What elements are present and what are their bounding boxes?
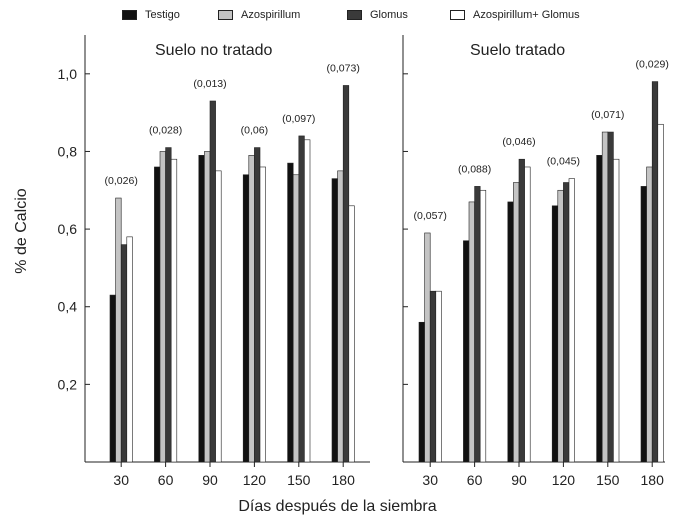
bar — [463, 241, 469, 462]
y-tick-label: 0,8 — [58, 143, 78, 159]
x-tick-label: 180 — [332, 472, 356, 488]
x-tick-label: 90 — [202, 472, 218, 488]
bar — [154, 167, 160, 462]
bar — [475, 186, 481, 462]
data-annotation: (0,06) — [241, 125, 268, 137]
y-tick-label: 1,0 — [58, 66, 78, 82]
x-tick-label: 120 — [243, 472, 267, 488]
bar — [299, 136, 305, 462]
bar — [338, 171, 344, 462]
bar — [199, 155, 205, 462]
bar — [254, 148, 260, 462]
bar — [343, 85, 349, 462]
bar — [288, 163, 294, 462]
data-annotation: (0,028) — [149, 125, 182, 137]
bar — [204, 151, 210, 462]
x-axis-label: Días después de la siembra — [0, 498, 675, 516]
bar — [160, 151, 166, 462]
bar — [508, 202, 514, 462]
bar — [430, 291, 436, 462]
bar — [304, 140, 310, 462]
data-annotation: (0,046) — [502, 136, 535, 148]
data-annotation: (0,073) — [327, 62, 360, 74]
bar — [425, 233, 431, 462]
bar — [613, 159, 619, 462]
data-annotation: (0,029) — [636, 59, 669, 71]
x-tick-label: 180 — [641, 472, 665, 488]
bar — [608, 132, 614, 462]
data-annotation: (0,088) — [458, 163, 491, 175]
bar — [116, 198, 122, 462]
data-annotation: (0,097) — [282, 113, 315, 125]
data-annotation: (0,045) — [547, 156, 580, 168]
bar — [597, 155, 603, 462]
bar — [658, 124, 664, 462]
y-axis-label: % de Calcio — [13, 181, 31, 281]
bar — [641, 186, 647, 462]
x-tick-label: 30 — [422, 472, 438, 488]
bar — [171, 159, 177, 462]
bar — [436, 291, 442, 462]
y-tick-label: 0,4 — [58, 299, 78, 315]
bar — [519, 159, 525, 462]
x-tick-label: 150 — [287, 472, 311, 488]
bar — [121, 245, 127, 462]
data-annotation: (0,071) — [591, 109, 624, 121]
bar — [569, 179, 575, 462]
panel-title-untreated: Suelo no tratado — [155, 42, 272, 60]
x-tick-label: 60 — [158, 472, 174, 488]
bar — [652, 82, 658, 462]
x-tick-label: 30 — [113, 472, 129, 488]
x-tick-label: 60 — [467, 472, 483, 488]
bar — [166, 148, 172, 462]
y-tick-label: 0,2 — [58, 376, 78, 392]
bar — [552, 206, 558, 462]
x-tick-label: 90 — [511, 472, 527, 488]
panel-title-treated: Suelo tratado — [470, 42, 565, 60]
bar — [260, 167, 266, 462]
data-annotation: (0,026) — [105, 175, 138, 187]
bar — [243, 175, 249, 462]
bar — [513, 183, 519, 462]
data-annotation: (0,013) — [193, 78, 226, 90]
bar — [602, 132, 608, 462]
data-annotation: (0,057) — [414, 210, 447, 222]
bar — [293, 175, 299, 462]
x-tick-label: 150 — [596, 472, 620, 488]
bar — [210, 101, 216, 462]
bar — [525, 167, 531, 462]
y-tick-label: 0,6 — [58, 221, 78, 237]
bar — [110, 295, 116, 462]
x-tick-label: 120 — [552, 472, 576, 488]
bar — [249, 155, 255, 462]
bar — [558, 190, 564, 462]
bar — [127, 237, 133, 462]
bar — [332, 179, 338, 462]
bar — [480, 190, 486, 462]
bar — [216, 171, 222, 462]
bar — [419, 322, 425, 462]
bar — [647, 167, 653, 462]
bar — [563, 183, 569, 462]
bar — [469, 202, 475, 462]
bar — [349, 206, 355, 462]
